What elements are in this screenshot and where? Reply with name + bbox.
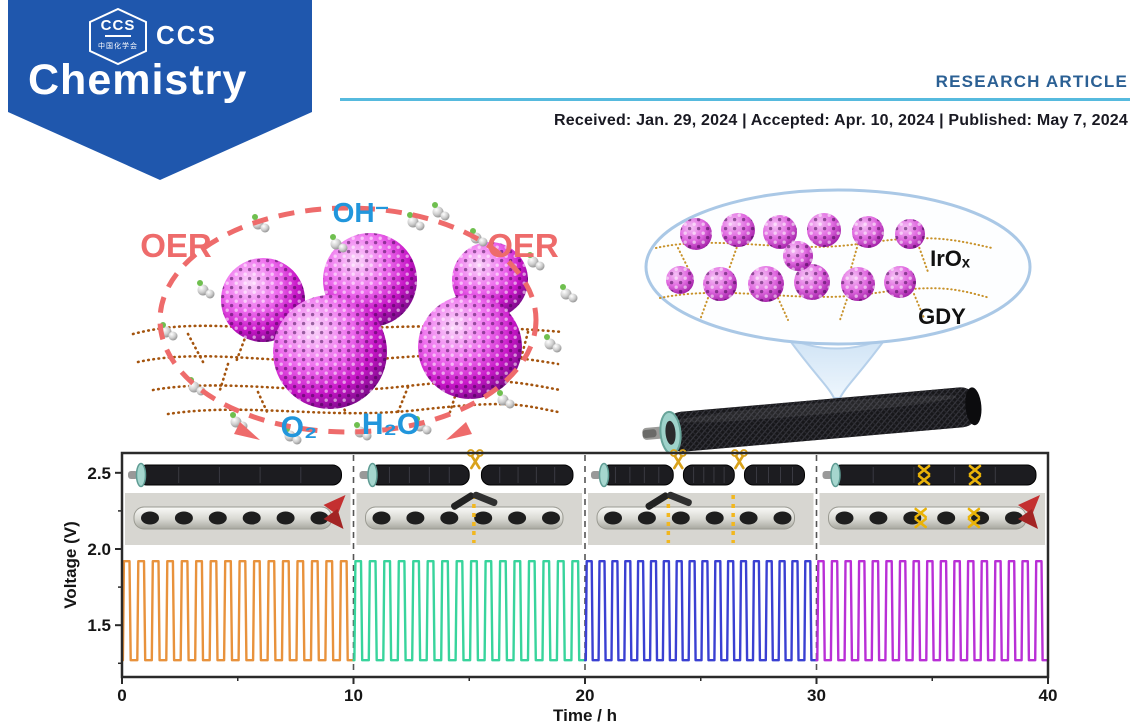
molecule [560,284,578,303]
device-photo [819,493,1045,545]
journal-logo-banner: CCS 中国化学会 CCS Chemistry [8,0,312,186]
hexagon-ccs-text: CCS [100,17,136,34]
molecule [197,280,215,299]
magnifier-ellipse [644,188,1032,346]
segment-inset-stitched [819,462,1045,545]
ccs-hexagon-icon [89,8,147,66]
oer-mechanism-illustration: OH⁻ OER OER O₂ H₂O [131,197,578,445]
header-divider-rule [340,98,1130,101]
oer-right-label: OER [487,227,559,264]
cycling-curve-cut-once [352,560,587,662]
black-clip [451,491,498,510]
water-oxygen-molecules [160,202,578,445]
hexagon-logo-text: CCS 中国化学会 [88,8,148,66]
red-clip [1018,495,1040,529]
x-tick-label: 10 [344,686,363,705]
logo-ccs-text: CCS [156,20,217,50]
x-tick-label: 30 [807,686,826,705]
device-render [822,462,1037,488]
irox-label: IrOₓ [930,246,971,271]
oer-cycle-dashed-ring [157,205,539,440]
oh-minus-label: OH⁻ [333,197,390,228]
segment-inset-pristine [125,462,351,545]
cycling-curve-cut-twice [583,560,818,662]
inset-irox-particles [666,213,925,302]
molecule [330,234,348,253]
y-tick-label: 2.5 [87,464,111,483]
y-tick-label: 2.0 [87,540,111,559]
gdy-label: GDY [918,304,966,329]
molecule [527,252,545,271]
hexagon-society-text: 中国化学会 [98,43,138,50]
red-clip [323,495,346,529]
molecule [544,334,562,353]
fiber-electrode-render [642,387,982,454]
voltage-time-cycling-chart: 0 10 20 30 40 1.5 2.0 2.5 Time / h Voltage (V) [61,449,1058,723]
logo-journal-name: Chemistry [28,56,248,104]
oer-left-label: OER [140,227,212,264]
x-tick-label: 0 [117,686,126,705]
black-clip [645,491,692,510]
fiber-magnified-inset: IrOₓ GDY [642,188,1032,454]
banner-pennant-shape [8,0,312,180]
cycling-curve-stitched [815,560,1050,662]
molecule [407,212,425,231]
device-photo [588,491,814,545]
article-dates-line: Received: Jan. 29, 2024 | Accepted: Apr.… [554,112,1128,129]
device-render [359,449,574,488]
y-tick-label: 1.5 [87,616,111,635]
molecule [284,426,302,445]
x-tick-label: 20 [576,686,595,705]
x-tick-label: 40 [1039,686,1058,705]
device-photo [356,491,582,545]
o2-label: O₂ [281,411,318,444]
device-photo [125,493,351,545]
molecule [432,202,450,221]
cycling-curve-pristine [120,560,355,662]
h2o-label: H₂O [362,408,420,441]
hexagon-underline [105,35,131,37]
cycle-arrowhead-left [234,422,260,440]
device-render [128,462,342,488]
segment-inset-cut-twice [588,449,814,545]
segment-inset-cut-once [356,449,582,545]
molecule [497,390,515,409]
y-axis-label: Voltage (V) [61,521,80,609]
device-render [591,449,806,488]
cycle-arrowhead-right [446,422,472,440]
x-axis-label: Time / h [553,706,617,723]
article-type-label: RESEARCH ARTICLE [935,72,1128,91]
magnifier-funnel [784,335,889,399]
irox-nanoparticles [221,233,528,409]
